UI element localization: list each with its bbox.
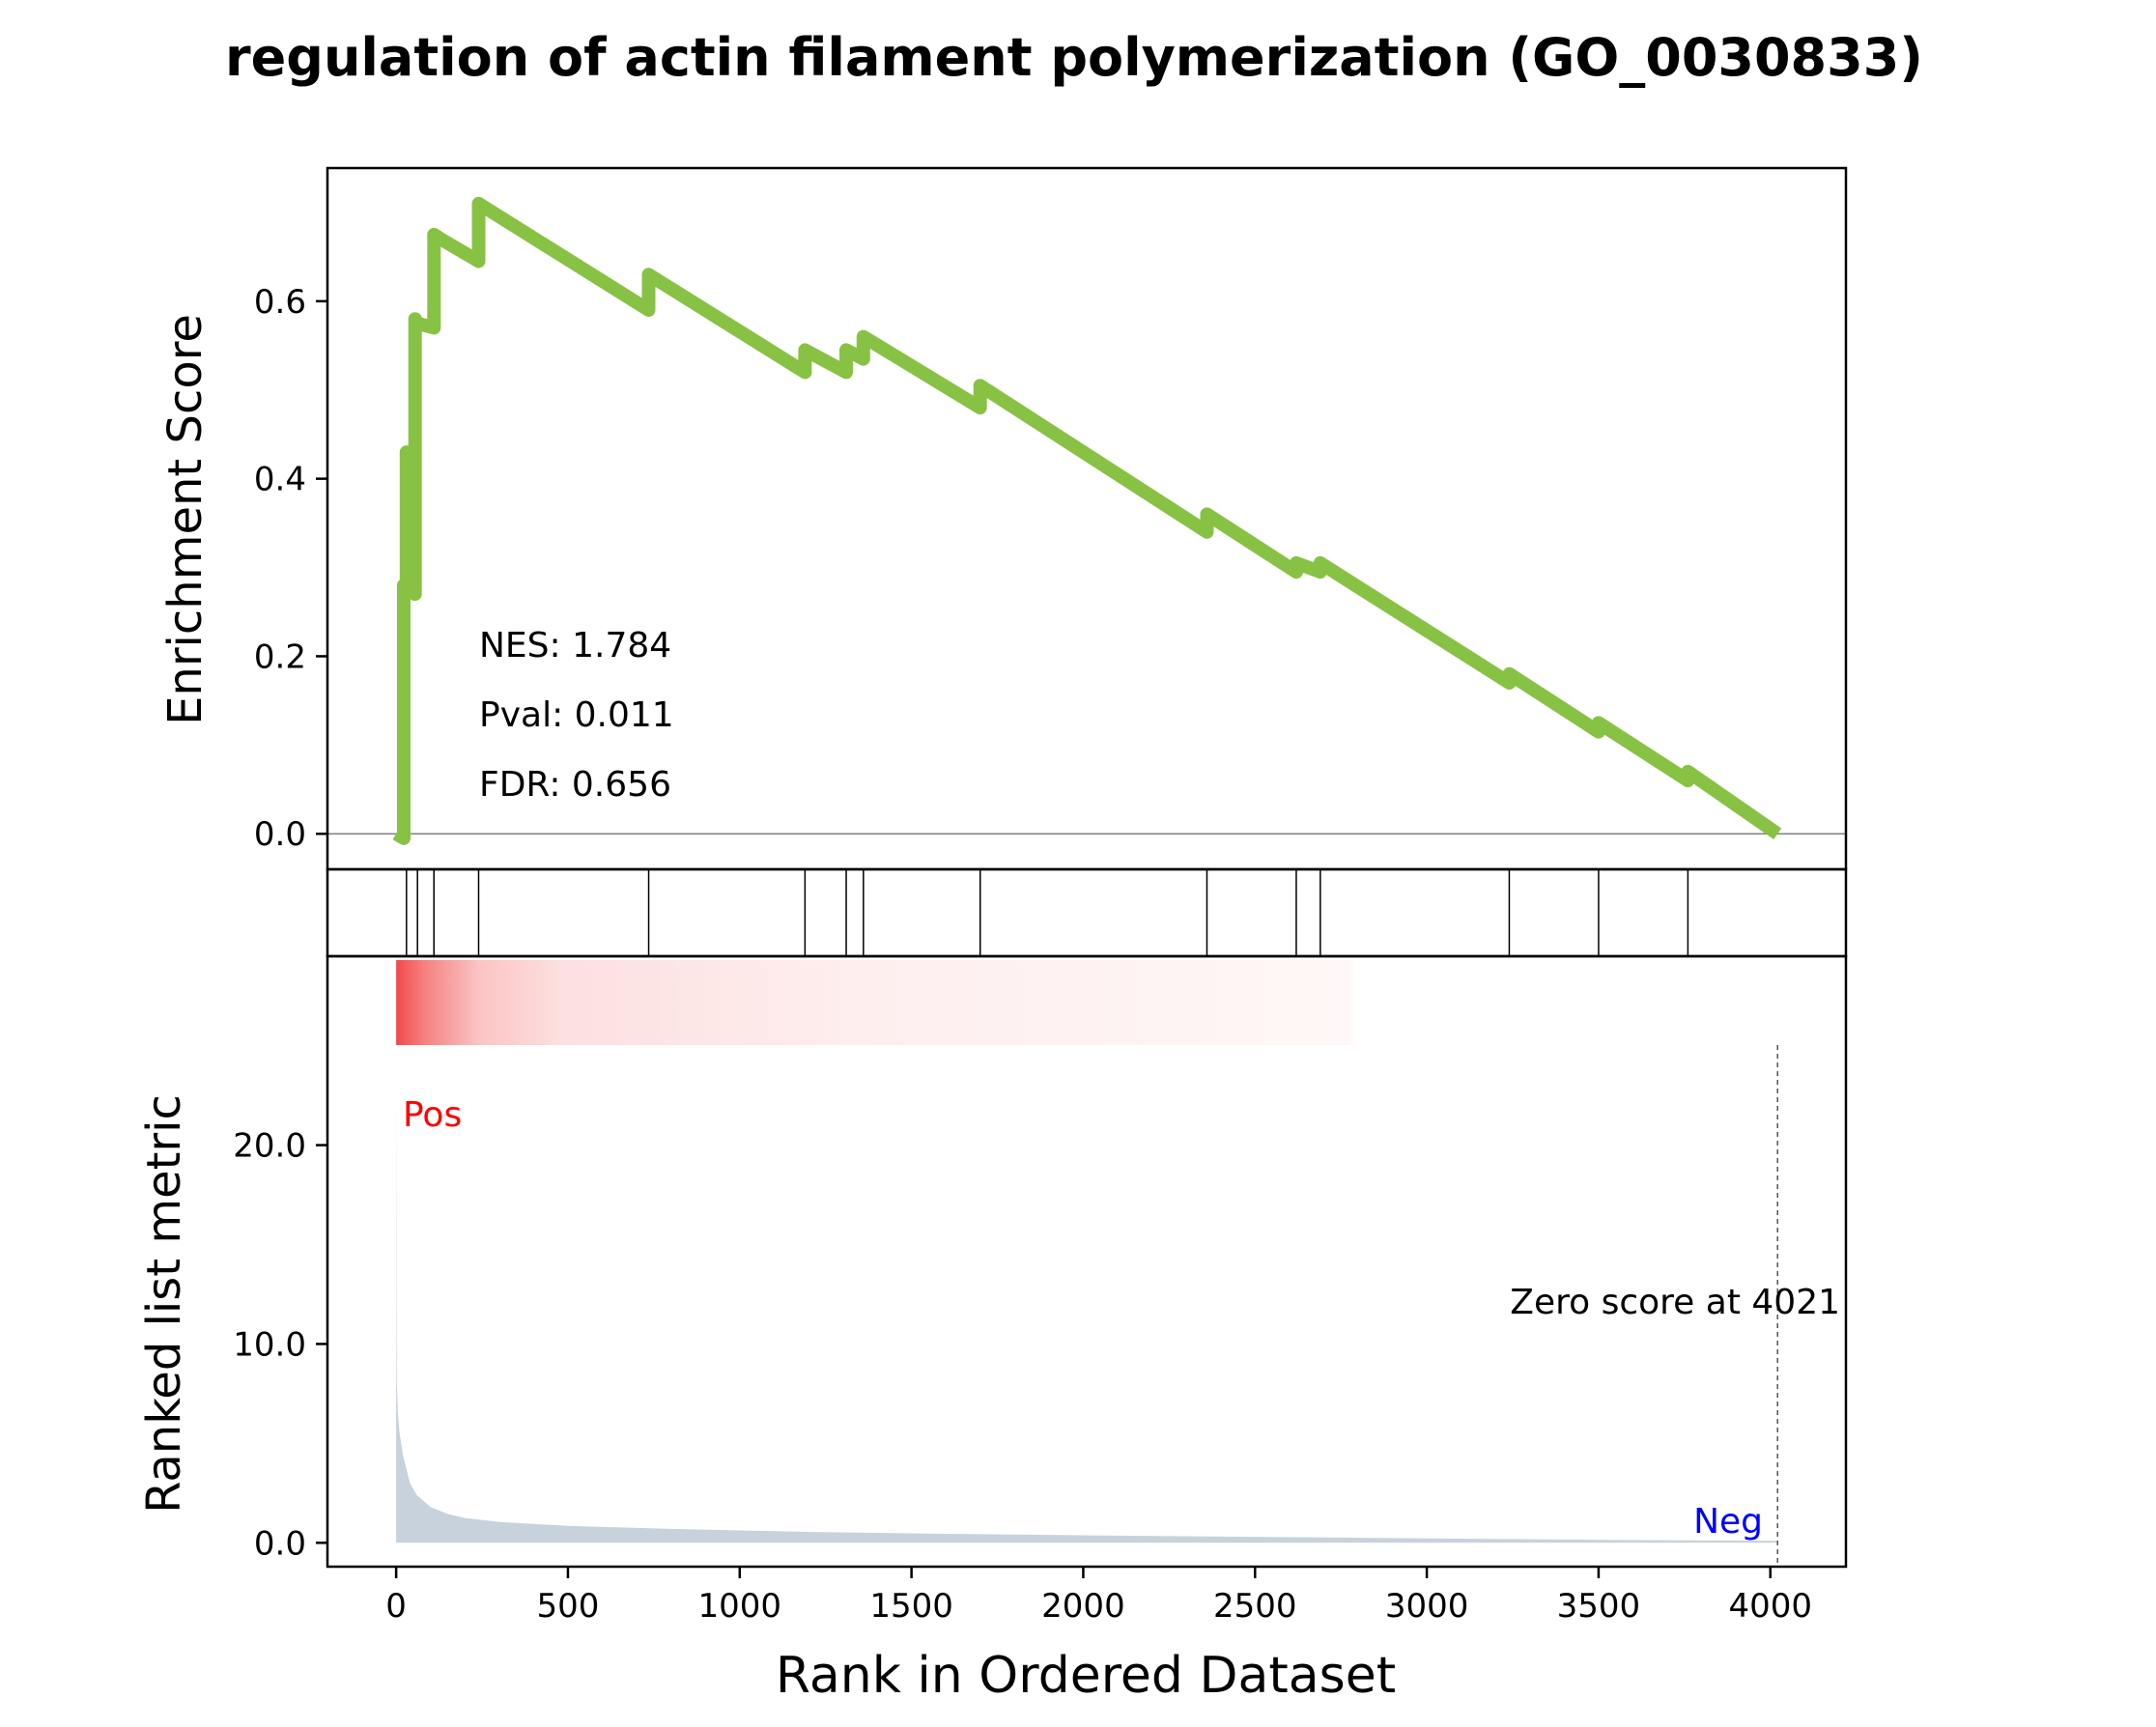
neg-label: Neg	[1693, 1502, 1763, 1542]
hits-panel	[326, 867, 1848, 958]
xtick-label: 500	[537, 1587, 600, 1626]
metric-y-ticks: 0.0 10.0 20.0	[233, 1127, 327, 1563]
zero-score-label: Zero score at 4021	[1510, 1283, 1840, 1322]
xtick-label: 2500	[1213, 1587, 1297, 1626]
xtick-label: 3500	[1557, 1587, 1641, 1626]
xtick-label: 1000	[698, 1587, 782, 1626]
hit-lines	[406, 869, 1689, 956]
es-ytick-label: 0.2	[254, 637, 306, 676]
xtick-label: 3000	[1385, 1587, 1469, 1626]
metric-ytick-label: 10.0	[233, 1325, 306, 1364]
es-y-ticks: 0.0 0.2 0.4 0.6	[254, 283, 327, 854]
metric-ytick-label: 0.0	[254, 1524, 306, 1563]
metric-ylabel: Ranked list metric	[137, 1094, 191, 1514]
xtick-label: 0	[385, 1587, 407, 1626]
hits-panel-frame	[326, 867, 1848, 958]
xtick-label: 2000	[1041, 1587, 1125, 1626]
chart-title: regulation of actin filament polymerizat…	[225, 27, 1923, 88]
metric-x-ticks: 0 500 1000 1500 2000 2500 3000 3500 4000	[385, 1567, 1812, 1626]
metric-ytick-label: 20.0	[233, 1127, 306, 1166]
es-curve	[392, 196, 1782, 845]
metric-panel: Pos Neg Zero score at 4021 0.0 10.0 20.0 0…	[137, 954, 1848, 1705]
metric-xlabel: Rank in Ordered Dataset	[776, 1647, 1396, 1705]
es-ylabel: Enrichment Score	[158, 314, 213, 725]
metric-panel-frame	[326, 954, 1848, 1569]
xtick-label: 1500	[869, 1587, 953, 1626]
pos-label: Pos	[403, 1095, 462, 1135]
rank-heatmap	[396, 960, 1778, 1045]
es-ytick-label: 0.6	[254, 283, 306, 322]
nes-stat: NES: 1.784	[479, 626, 671, 665]
fdr-stat: FDR: 0.656	[479, 765, 671, 805]
pval-stat: Pval: 0.011	[479, 695, 674, 735]
xtick-label: 4000	[1728, 1587, 1812, 1626]
es-panel: 0.0 0.2 0.4 0.6 Enrichment Score NES: 1.784…	[158, 166, 1848, 871]
es-ytick-label: 0.0	[254, 815, 306, 854]
es-ytick-label: 0.4	[254, 461, 306, 499]
